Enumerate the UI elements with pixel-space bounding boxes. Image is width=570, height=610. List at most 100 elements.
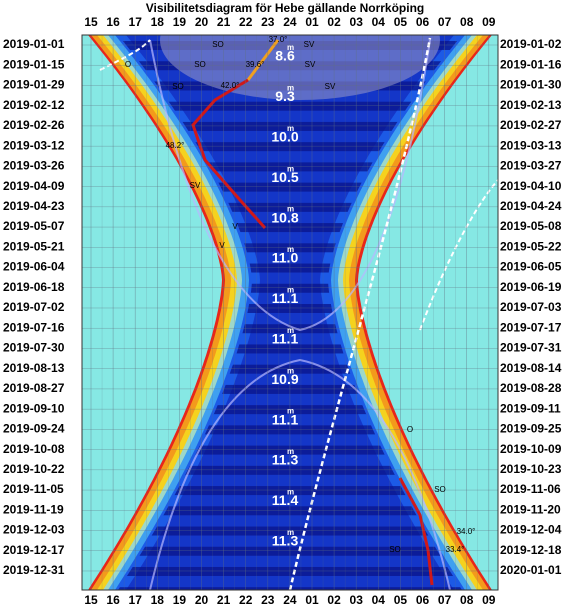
date-label-right: 2019-07-17 [500,320,562,334]
moon-curve [149,358,451,590]
annotation: SV [305,60,316,69]
hour-label-bottom: 22 [239,593,253,607]
date-label-right: 2019-12-04 [500,523,562,537]
hour-label-bottom: 23 [261,593,275,607]
hour-label-top: 22 [239,15,253,29]
hour-label-top: 06 [416,15,430,29]
date-label-left: 2019-06-04 [3,260,65,274]
date-label-right: 2019-03-13 [500,138,562,152]
hour-label-bottom: 07 [438,593,452,607]
magnitude-label: 11.3 [272,452,299,468]
date-label-right: 2019-10-09 [500,442,562,456]
hour-label-bottom: 01 [305,593,319,607]
hour-label-bottom: 19 [173,593,187,607]
annotation: 39.6° [246,60,265,69]
date-label-left: 2019-07-30 [3,341,65,355]
date-label-left: 2019-09-24 [3,422,65,436]
date-label-left: 2019-04-23 [3,199,65,213]
date-label-right: 2019-01-30 [500,78,562,92]
annotation: 42.0° [221,81,240,90]
date-label-left: 2019-05-07 [3,219,65,233]
date-label-right: 2019-01-02 [500,37,562,51]
annotation: SV [325,82,336,91]
annotation: O [125,60,131,69]
hour-label-bottom: 02 [327,593,341,607]
date-label-left: 2019-05-21 [3,239,65,253]
date-label-left: 2019-11-05 [3,482,64,496]
magnitude-label: 11.1 [272,331,299,347]
magnitude-label: 10.9 [271,371,298,387]
date-label-left: 2019-09-10 [3,401,65,415]
magnitude-unit: m [287,326,294,335]
hour-label-top: 07 [438,15,452,29]
hour-label-bottom: 18 [151,593,165,607]
date-label-left: 2019-03-12 [3,138,65,152]
hour-label-top: 17 [129,15,143,29]
date-label-left: 2019-07-02 [3,300,65,314]
hour-label-top: 15 [84,15,98,29]
date-label-left: 2019-12-31 [3,563,65,577]
date-label-left: 2019-10-08 [3,442,65,456]
annotation: SO [194,60,206,69]
hour-label-bottom: 04 [372,593,386,607]
date-label-right: 2019-06-05 [500,260,562,274]
annotation: SO [434,485,446,494]
date-label-right: 2019-02-27 [500,118,562,132]
date-label-right: 2019-06-19 [500,280,562,294]
magnitude-unit: m [287,245,294,254]
date-label-right: 2019-12-18 [500,543,562,557]
date-label-right: 2019-07-03 [500,300,562,314]
hour-label-top: 02 [327,15,341,29]
meridian-line [419,179,498,331]
annotation: 34.0° [457,527,476,536]
meridian-line [99,39,151,71]
annotation: SV [190,181,201,190]
annotation: SO [389,545,401,554]
magnitude-label: 11.0 [272,250,299,266]
hour-label-bottom: 21 [217,593,231,607]
hour-label-bottom: 15 [84,593,98,607]
annotation: O [407,425,413,434]
hour-label-bottom: 09 [482,593,496,607]
hour-label-bottom: 05 [394,593,408,607]
date-label-right: 2019-05-08 [500,219,562,233]
date-label-right: 2019-03-27 [500,159,562,173]
date-label-right: 2019-04-24 [500,199,562,213]
hour-label-top: 01 [305,15,319,29]
date-label-left: 2019-12-17 [3,543,65,557]
magnitude-unit: m [287,286,294,295]
hour-label-top: 23 [261,15,275,29]
hour-label-bottom: 03 [350,593,364,607]
magnitude-label: 11.1 [272,411,299,427]
date-label-left: 2019-06-18 [3,280,65,294]
annotation: V [219,241,225,250]
date-label-right: 2019-08-28 [500,381,562,395]
hour-label-bottom: 17 [129,593,143,607]
hour-label-top: 24 [283,15,297,29]
hour-label-bottom: 08 [460,593,474,607]
magnitude-label: 11.1 [272,290,299,306]
hour-label-bottom: 06 [416,593,430,607]
hour-label-top: 20 [195,15,209,29]
date-label-right: 2019-10-23 [500,462,562,476]
hour-label-bottom: 24 [283,593,297,607]
magnitude-label: 10.5 [271,169,298,185]
annotation: 48.2° [166,141,185,150]
annotation: 37.0° [269,35,288,44]
date-label-left: 2019-01-15 [3,57,65,71]
object-track [398,477,434,586]
annotation: SO [172,82,184,91]
magnitude-label: 11.4 [272,492,299,508]
hour-label-top: 03 [350,15,364,29]
magnitude-label: 9.3 [275,88,295,104]
annotation: V [232,222,238,231]
date-label-right: 2019-08-14 [500,361,562,375]
date-label-left: 2019-01-01 [3,37,65,51]
date-label-left: 2019-07-16 [3,320,65,334]
date-label-right: 2019-05-22 [500,239,562,253]
magnitude-unit: m [287,84,294,93]
magnitude-unit: m [287,43,294,52]
magnitude-label: 8.6 [275,48,295,64]
chart-title: Visibilitetsdiagram för Hebe gällande No… [146,1,425,15]
moon-glow [160,35,440,100]
